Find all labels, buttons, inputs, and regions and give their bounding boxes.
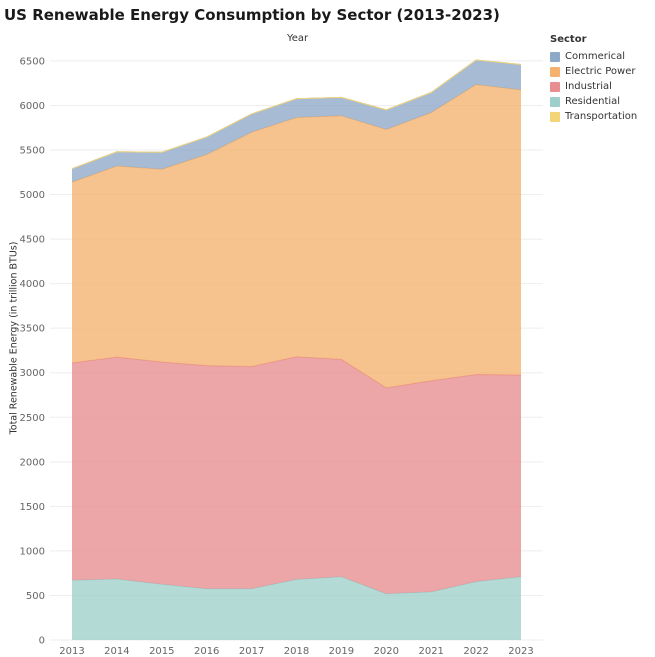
y-tick-label: 4000 [20, 279, 45, 290]
area-edge-transportation [71, 59, 522, 170]
legend-item[interactable]: Transportation [550, 109, 637, 124]
y-tick-label: 5000 [20, 190, 45, 201]
area-residential[interactable] [72, 576, 521, 640]
x-tick-label: 2020 [374, 646, 399, 657]
legend-swatch [550, 111, 560, 122]
y-axis-ticks: 0 500 1000 1500 2000 2500 3000 3500 4000 4500 5000… [20, 56, 45, 646]
y-tick-label: 4500 [20, 235, 45, 246]
legend-swatch [550, 81, 560, 92]
legend-item[interactable]: Commerical [550, 49, 637, 64]
area-commerical[interactable] [72, 60, 521, 183]
legend-swatch [550, 96, 560, 107]
x-axis-title: Year [287, 33, 309, 44]
legend-label: Transportation [565, 111, 638, 122]
y-tick-label: 0 [39, 636, 45, 647]
legend-label: Industrial [565, 81, 612, 92]
x-tick-label: 2019 [329, 646, 354, 657]
x-tick-label: 2014 [104, 646, 129, 657]
x-tick-label: 2016 [194, 646, 219, 657]
legend: Sector Commerical Electric Power Industria… [550, 34, 637, 124]
y-tick-label: 1500 [20, 502, 45, 513]
x-axis-ticks: 2013 2014 2015 2016 2017 2018 2019 2020 2021 2022… [59, 646, 533, 657]
x-tick-label: 2023 [508, 646, 533, 657]
legend-swatch [550, 66, 560, 77]
area-series [71, 59, 522, 640]
y-tick-label: 6000 [20, 101, 45, 112]
chart-title: US Renewable Energy Consumption by Secto… [4, 6, 500, 24]
legend-swatch [550, 51, 560, 62]
x-tick-label: 2018 [284, 646, 309, 657]
legend-label: Residential [565, 96, 621, 107]
y-tick-label: 6500 [20, 56, 45, 67]
x-tick-label: 2013 [59, 646, 84, 657]
y-tick-label: 2000 [20, 457, 45, 468]
y-tick-label: 3500 [20, 324, 45, 335]
x-tick-label: 2015 [149, 646, 174, 657]
x-tick-label: 2021 [418, 646, 443, 657]
area-industrial[interactable] [72, 356, 521, 594]
y-tick-label: 2500 [20, 413, 45, 424]
y-tick-label: 5500 [20, 146, 45, 157]
y-tick-label: 500 [26, 591, 45, 602]
legend-title: Sector [550, 34, 587, 45]
legend-item[interactable]: Industrial [550, 79, 637, 94]
legend-label: Commerical [565, 51, 626, 62]
legend-item[interactable]: Residential [550, 94, 637, 109]
area-electric-power[interactable] [72, 84, 521, 388]
x-tick-label: 2022 [463, 646, 488, 657]
y-tick-label: 3000 [20, 368, 45, 379]
y-tick-label: 1000 [20, 546, 45, 557]
legend-label: Electric Power [565, 66, 636, 77]
legend-item[interactable]: Electric Power [550, 64, 637, 79]
x-tick-label: 2017 [239, 646, 264, 657]
